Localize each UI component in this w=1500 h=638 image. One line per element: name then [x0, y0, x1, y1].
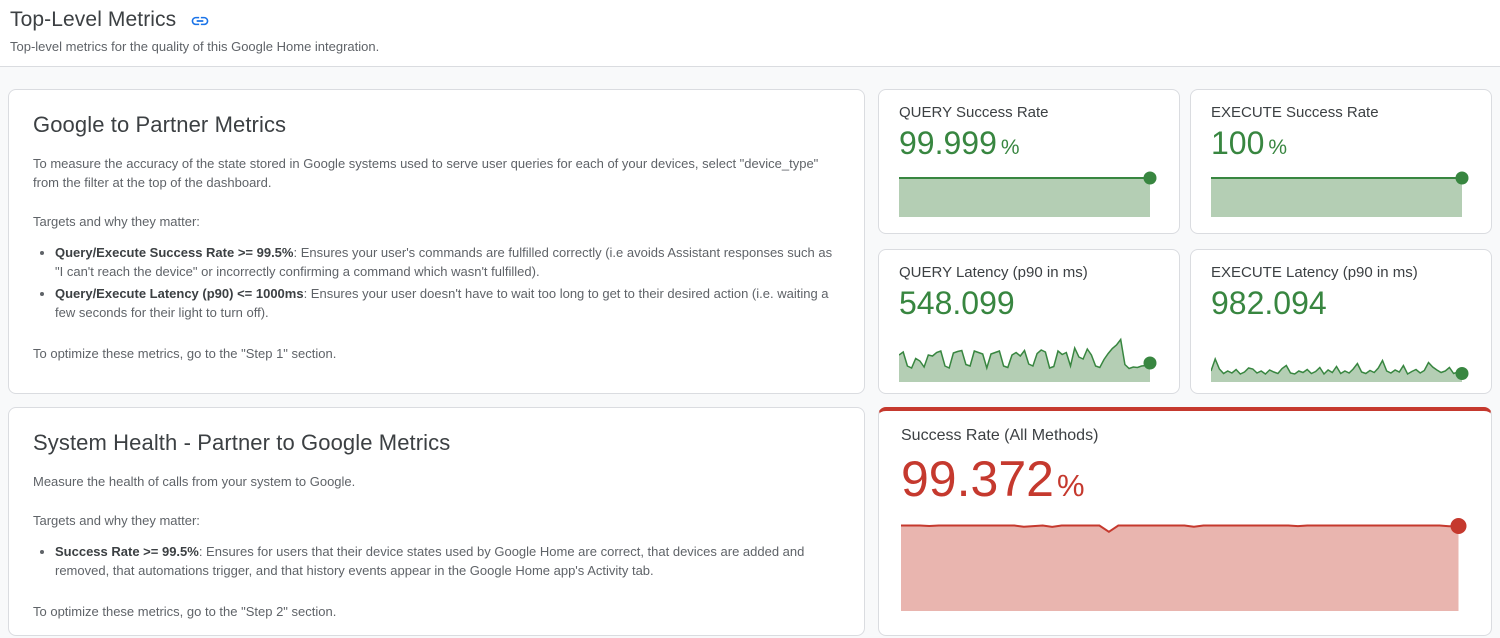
metric-number: 99.999 [899, 125, 997, 161]
tile-execute-success-rate: EXECUTE Success Rate 100% [1190, 89, 1492, 234]
metric-tiles: QUERY Success Rate 99.999% EXECUTE Succe… [878, 89, 1492, 394]
target-rest: : Ensures your user doesn't have to wait… [55, 286, 829, 320]
card-success-rate-all-methods: Success Rate (All Methods) 99.372% [878, 407, 1492, 636]
metric-number: 548.099 [899, 285, 1015, 321]
tile-execute-latency: EXECUTE Latency (p90 in ms) 982.094 [1190, 249, 1492, 394]
card-system-health-metrics: System Health - Partner to Google Metric… [8, 407, 865, 636]
card-intro: Measure the health of calls from your sy… [33, 474, 356, 489]
metric-unit: % [1056, 468, 1085, 503]
metric-number: 99.372 [901, 451, 1054, 507]
target-item-latency: Query/Execute Latency (p90) <= 1000ms: E… [55, 284, 838, 322]
target-lead: Query/Execute Success Rate >= 99.5% [55, 245, 294, 260]
card-footer-note: To optimize these metrics, go to the "St… [33, 604, 337, 619]
sparkline-wrap [1211, 169, 1471, 217]
link-icon[interactable] [190, 11, 210, 31]
sparkline-chart [901, 518, 1467, 611]
card-google-to-partner-metrics: Google to Partner Metrics To measure the… [8, 89, 865, 394]
tile-query-latency: QUERY Latency (p90 in ms) 548.099 [878, 249, 1180, 394]
sparkline-chart [1211, 171, 1469, 217]
metric-label: EXECUTE Success Rate [1211, 104, 1379, 121]
metric-number: 100 [1211, 125, 1265, 161]
sparkline-chart [899, 337, 1157, 382]
target-lead: Success Rate >= 99.5% [55, 544, 199, 559]
page-title: Top-Level Metrics [10, 8, 177, 31]
metric-value: 100% [1211, 125, 1471, 162]
targets-list: Query/Execute Success Rate >= 99.5%: Ens… [33, 243, 838, 322]
card-title: System Health - Partner to Google Metric… [33, 430, 451, 455]
metric-unit: % [1000, 136, 1020, 159]
sparkline-chart [1211, 356, 1469, 382]
target-rest: : Ensures your user's commands are fulfi… [55, 245, 833, 279]
tile-query-success-rate: QUERY Success Rate 99.999% [878, 89, 1180, 234]
targets-list: Success Rate >= 99.5%: Ensures for users… [33, 542, 838, 580]
metric-label: EXECUTE Latency (p90 in ms) [1211, 264, 1418, 281]
metric-value: 548.099 [899, 285, 1159, 322]
target-item-success-rate: Success Rate >= 99.5%: Ensures for users… [55, 542, 838, 580]
sparkline-wrap [1211, 322, 1471, 382]
sparkline-wrap [901, 515, 1469, 611]
metric-value: 99.999% [899, 125, 1159, 162]
targets-label: Targets and why they matter: [33, 513, 200, 528]
page-header: Top-Level Metrics Top-level metrics for … [0, 0, 1500, 67]
card-intro: To measure the accuracy of the state sto… [33, 156, 819, 190]
metric-value: 99.372% [901, 451, 1469, 509]
targets-label: Targets and why they matter: [33, 214, 200, 229]
dashboard-content: Google to Partner Metrics To measure the… [0, 67, 1500, 636]
metric-value: 982.094 [1211, 285, 1471, 322]
card-footer-note: To optimize these metrics, go to the "St… [33, 346, 337, 361]
page-subtitle: Top-level metrics for the quality of thi… [10, 39, 380, 54]
sparkline-wrap [899, 322, 1159, 382]
metric-label: QUERY Latency (p90 in ms) [899, 264, 1088, 281]
target-rest: : Ensures for users that their device st… [55, 544, 805, 578]
sparkline-chart [899, 171, 1157, 217]
metric-label: QUERY Success Rate [899, 104, 1049, 121]
metric-number: 982.094 [1211, 285, 1327, 321]
target-lead: Query/Execute Latency (p90) <= 1000ms [55, 286, 304, 301]
target-item-success-rate: Query/Execute Success Rate >= 99.5%: Ens… [55, 243, 838, 281]
metric-label: Success Rate (All Methods) [901, 427, 1099, 444]
metric-unit: % [1268, 136, 1288, 159]
page-title-row: Top-Level Metrics [10, 8, 1488, 32]
sparkline-wrap [899, 169, 1159, 217]
card-title: Google to Partner Metrics [33, 112, 287, 137]
